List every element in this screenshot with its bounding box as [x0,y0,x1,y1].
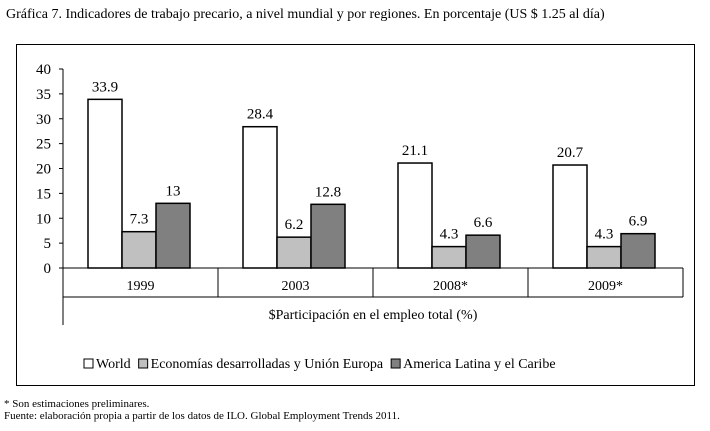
data-label: 20.7 [557,145,584,161]
x-category-label: 1999 [127,279,155,294]
bar [465,234,501,269]
legend-label: America Latina y el Caribe [403,357,555,372]
data-label: 33.9 [92,79,118,95]
y-tick-label: 10 [36,211,51,227]
y-tick-label: 20 [36,162,51,178]
bar [276,236,312,269]
legend-label: World [96,357,131,372]
bar [310,203,346,269]
x-category-label: 2008* [433,279,468,294]
y-tick-label: 25 [36,137,51,153]
y-tick-label: 0 [44,261,52,277]
bar [586,245,622,269]
chart-title: Gráfica 7. Indicadores de trabajo precar… [6,7,605,22]
bar [431,245,467,269]
bar [242,125,278,269]
bar [121,230,157,269]
data-label: 6.6 [474,215,493,231]
bar [620,232,656,269]
footnote-source: Fuente: elaboración propia a partir de l… [4,410,400,422]
data-label: 12.8 [315,184,341,200]
bar [155,202,191,269]
footnote-preliminary: * Son estimaciones preliminares. [4,398,150,410]
bar [397,162,433,269]
y-tick-label: 5 [44,236,52,252]
data-label: 21.1 [402,143,428,159]
y-tick-label: 15 [36,186,51,202]
data-label: 7.3 [130,212,149,228]
data-label: 4.3 [440,227,459,243]
bar [552,164,588,269]
legend-label: Economías desarrolladas y Unión Europa [151,357,384,372]
bar [87,98,123,269]
legend-swatch [83,358,94,369]
data-label: 6.9 [629,214,648,230]
x-axis-title: $Participación en el empleo total (%) [269,308,478,323]
data-label: 4.3 [595,227,614,243]
legend-swatch [138,358,149,369]
data-label: 6.2 [285,217,304,233]
x-category-label: 2003 [282,279,310,294]
x-category-label: 2009* [588,279,623,294]
legend-swatch [390,358,401,369]
data-label: 28.4 [247,107,274,123]
y-tick-label: 40 [36,62,51,78]
y-tick-label: 30 [36,112,51,128]
data-label: 13 [166,183,181,199]
chart-frame [16,44,695,386]
y-tick-label: 35 [36,87,51,103]
